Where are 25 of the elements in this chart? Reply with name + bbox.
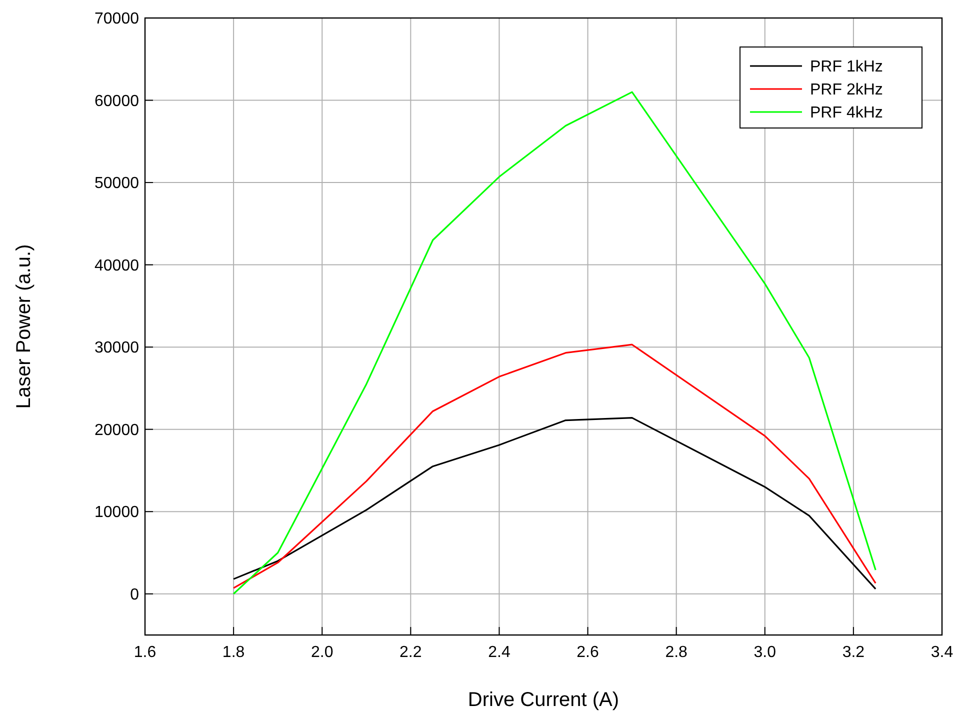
x-axis-title: Drive Current (A) [468, 689, 620, 711]
line-series [232, 417, 876, 590]
x-tick-label: 1.8 [222, 644, 245, 661]
y-tick-label: 10000 [94, 504, 140, 522]
x-tick-label: 3.2 [842, 644, 865, 661]
y-tick-label: 40000 [94, 257, 140, 274]
x-tick-label: 3.0 [754, 644, 776, 661]
x-tick-label: 1.6 [134, 644, 156, 661]
x-tick-label: 3.4 [930, 644, 954, 661]
y-tick-label: 60000 [94, 92, 140, 110]
x-tick-label: 2.8 [665, 644, 688, 661]
y-axis-title: Laser Power (a.u.) [13, 244, 35, 409]
y-tick-label: 30000 [94, 340, 140, 357]
y-tick-label: 20000 [94, 422, 140, 439]
line-series [232, 344, 876, 589]
x-tick-label: 2.6 [576, 644, 599, 661]
y-tick-label: 70000 [94, 10, 140, 28]
legend-label: PRF 1kHz [810, 58, 883, 76]
legend-label: PRF 2kHz [810, 82, 883, 99]
x-tick-label: 2.0 [310, 644, 334, 661]
y-tick-label: 0 [130, 586, 140, 604]
x-tick-label: 2.4 [488, 644, 510, 661]
x-tick-label: 2.2 [400, 644, 422, 661]
y-tick-label: 50000 [94, 175, 140, 192]
legend-label: PRF 4kHz [810, 104, 883, 122]
